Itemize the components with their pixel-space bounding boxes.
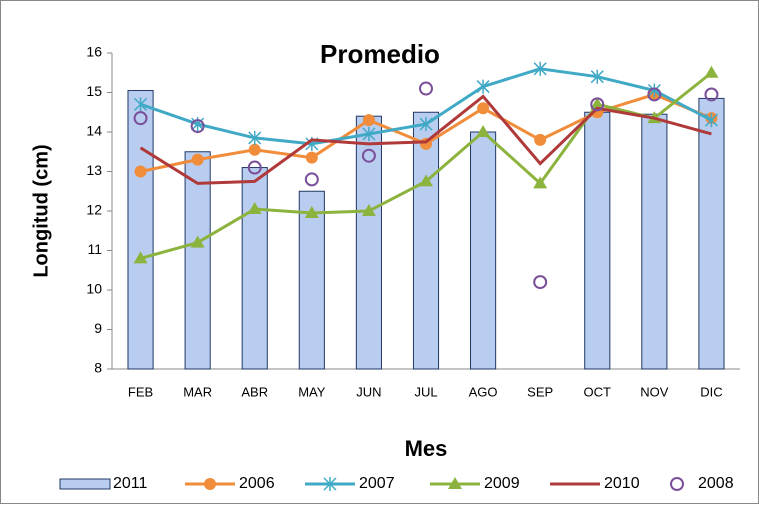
series-line	[139, 94, 712, 185]
bar	[298, 190, 325, 370]
legend-marker	[448, 477, 462, 489]
bar	[355, 115, 382, 370]
point	[419, 81, 433, 96]
point	[476, 125, 491, 137]
point	[248, 130, 262, 145]
point	[534, 133, 547, 146]
y-tick-label: 12	[86, 202, 102, 218]
bar	[698, 97, 725, 370]
bar	[641, 113, 668, 370]
legend-swatch	[59, 478, 111, 490]
point	[134, 97, 148, 112]
y-axis-label: Longitud (cm)	[30, 144, 52, 277]
point	[134, 165, 147, 178]
point	[590, 69, 604, 84]
point	[647, 83, 661, 98]
point	[647, 87, 662, 102]
point	[190, 119, 205, 134]
legend-marker	[323, 477, 337, 491]
point	[704, 113, 718, 128]
bar	[584, 111, 611, 370]
bar	[470, 131, 497, 370]
point	[704, 65, 719, 78]
bar	[184, 151, 211, 370]
y-tick-label: 8	[94, 360, 102, 376]
point	[590, 97, 605, 112]
y-tick-label: 10	[86, 281, 102, 297]
x-tick-label: JUL	[414, 384, 437, 399]
x-tick-label: FEB	[128, 384, 153, 399]
y-tick-label: 13	[86, 162, 102, 178]
y-tick-label: 9	[94, 320, 102, 336]
point	[133, 111, 148, 126]
point	[362, 114, 375, 127]
x-tick-label: DIC	[700, 384, 722, 399]
point	[533, 275, 548, 290]
y-tick-label: 11	[87, 241, 102, 257]
bar	[241, 167, 268, 370]
x-tick-label: MAY	[298, 384, 326, 399]
point	[304, 205, 319, 218]
point	[247, 160, 262, 175]
point	[191, 153, 204, 166]
y-tick-label: 14	[86, 123, 102, 139]
point	[133, 251, 148, 264]
point	[419, 117, 433, 132]
x-tick-label: NOV	[640, 384, 669, 399]
x-tick-label: MAR	[183, 384, 212, 399]
point	[533, 61, 547, 76]
legend-label: 2008	[698, 475, 734, 492]
legend-label: 2007	[359, 475, 395, 492]
x-tick-label: OCT	[584, 384, 612, 399]
x-tick-label: AGO	[469, 384, 498, 399]
legend-label: 2006	[239, 475, 275, 492]
point	[533, 176, 548, 189]
point	[190, 235, 205, 248]
legend-label: 2011	[113, 475, 148, 492]
point	[419, 174, 433, 187]
legend-marker	[204, 478, 216, 490]
x-tick-label: JUN	[356, 384, 381, 399]
point	[248, 143, 261, 156]
point	[477, 102, 490, 115]
point	[305, 151, 318, 164]
point	[590, 97, 605, 110]
point	[361, 204, 376, 216]
x-tick-label: ABR	[241, 384, 268, 399]
y-tick-label: 15	[86, 83, 102, 99]
y-tick-label: 16	[86, 44, 102, 60]
point	[476, 79, 490, 94]
legend-label: 2010	[604, 475, 640, 492]
chart-title: Promedio	[320, 39, 440, 69]
x-axis-label: Mes	[405, 436, 448, 461]
point	[704, 87, 719, 102]
bar	[127, 90, 154, 370]
x-tick-label: SEP	[527, 384, 553, 399]
bar	[412, 111, 440, 370]
legend-marker	[670, 477, 684, 491]
point	[362, 126, 376, 141]
point	[304, 172, 319, 187]
point	[247, 202, 262, 215]
legend-label: 2009	[484, 475, 520, 492]
point	[361, 148, 376, 163]
